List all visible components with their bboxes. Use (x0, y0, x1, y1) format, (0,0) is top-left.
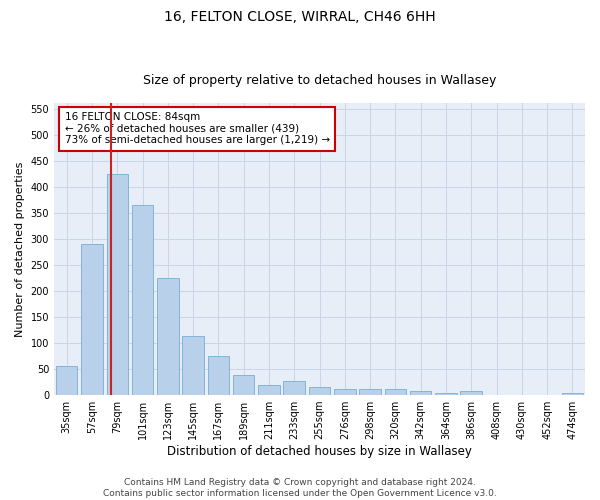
Text: Contains HM Land Registry data © Crown copyright and database right 2024.
Contai: Contains HM Land Registry data © Crown c… (103, 478, 497, 498)
X-axis label: Distribution of detached houses by size in Wallasey: Distribution of detached houses by size … (167, 444, 472, 458)
Bar (132, 205, 153, 394)
Bar (107, 174, 128, 394)
Bar (182, 336, 204, 394)
Y-axis label: Number of detached properties: Number of detached properties (15, 162, 25, 336)
Bar (385, 390, 406, 394)
Bar (359, 390, 381, 394)
Bar (410, 392, 431, 394)
Text: 16 FELTON CLOSE: 84sqm
← 26% of detached houses are smaller (439)
73% of semi-de: 16 FELTON CLOSE: 84sqm ← 26% of detached… (65, 112, 330, 146)
Bar (460, 392, 482, 394)
Bar (208, 356, 229, 395)
Bar (562, 392, 583, 394)
Bar (435, 392, 457, 394)
Text: 16, FELTON CLOSE, WIRRAL, CH46 6HH: 16, FELTON CLOSE, WIRRAL, CH46 6HH (164, 10, 436, 24)
Bar (56, 366, 77, 394)
Bar (258, 385, 280, 394)
Title: Size of property relative to detached houses in Wallasey: Size of property relative to detached ho… (143, 74, 496, 87)
Bar (81, 244, 103, 394)
Bar (309, 387, 330, 394)
Bar (157, 278, 179, 394)
Bar (334, 390, 356, 394)
Bar (283, 380, 305, 394)
Bar (233, 375, 254, 394)
